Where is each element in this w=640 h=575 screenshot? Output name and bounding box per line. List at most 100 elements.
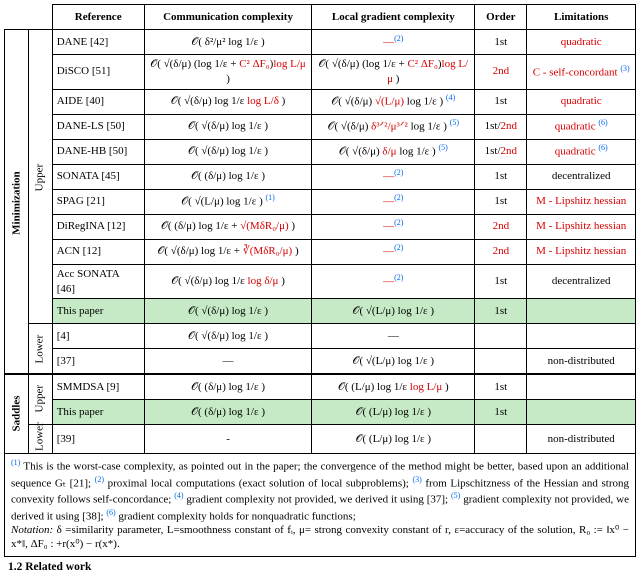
comm-cell: 𝒪( (δ/μ) log 1/ε ): [144, 164, 312, 189]
grad-cell: 𝒪( √(δ/μ) (log 1/ε + C² ΔF₀)log L/μ ): [312, 55, 475, 90]
order-cell: 1st: [475, 264, 527, 299]
table-row: SPAG [21] 𝒪( √(L/μ) log 1/ε ) (1) —(2) 1…: [5, 189, 636, 214]
ref-cell: SONATA [45]: [52, 164, 144, 189]
grad-cell: —(2): [312, 264, 475, 299]
table-row: This paper 𝒪( √(δ/μ) log 1/ε ) 𝒪( √(L/μ)…: [5, 299, 636, 324]
grad-cell: 𝒪( (L/μ) log 1/ε ): [312, 400, 475, 425]
ref-cell: DANE-HB [50]: [52, 139, 144, 164]
table-row: AIDE [40] 𝒪( √(δ/μ) log 1/ε log L/δ ) 𝒪(…: [5, 89, 636, 114]
lim-cell: M - Lipshitz hessian: [527, 214, 636, 239]
table-row: Saddles Upper SMMDSA [9] 𝒪( (δ/μ) log 1/…: [5, 374, 636, 400]
comm-cell: 𝒪( √(δ/μ) log 1/ε log L/δ ): [144, 89, 312, 114]
lim-cell: [527, 324, 636, 349]
ref-cell: SPAG [21]: [52, 189, 144, 214]
ref-cell: Acc SONATA [46]: [52, 264, 144, 299]
comm-cell: 𝒪( √(δ/μ) log 1/ε + ∛(MδR₀/μ) ): [144, 239, 312, 264]
table-row: Lower [4] 𝒪( √(δ/μ) log 1/ε ) —: [5, 324, 636, 349]
fn-sup: (5): [451, 491, 460, 500]
order-cell: 1st: [475, 299, 527, 324]
notation-text: δ =similarity parameter, L=smoothness co…: [11, 524, 629, 550]
comm-cell: 𝒪( δ²/μ² log 1/ε ): [144, 30, 312, 55]
ref-cell: AIDE [40]: [52, 89, 144, 114]
order-cell: 1st: [475, 30, 527, 55]
fn-sup: (4): [174, 491, 183, 500]
order-cell: 1st: [475, 89, 527, 114]
comm-cell: 𝒪( (δ/μ) log 1/ε ): [144, 374, 312, 400]
grad-cell: 𝒪( √(δ/μ) √(L/μ) log 1/ε ) (4): [312, 89, 475, 114]
fn-sup: (6): [106, 508, 115, 517]
grad-cell: —(2): [312, 189, 475, 214]
comm-cell: —: [144, 349, 312, 375]
table-row: ACN [12] 𝒪( √(δ/μ) log 1/ε + ∛(MδR₀/μ) )…: [5, 239, 636, 264]
order-cell: 1st/2nd: [475, 114, 527, 139]
ref-cell: DANE [42]: [52, 30, 144, 55]
table-row: Acc SONATA [46] 𝒪( √(δ/μ) log 1/ε log δ/…: [5, 264, 636, 299]
table-row: DiRegINA [12] 𝒪( (δ/μ) log 1/ε + √(MδR₀/…: [5, 214, 636, 239]
ref-cell: ACN [12]: [52, 239, 144, 264]
lim-cell: quadratic (6): [527, 114, 636, 139]
table-row: [37] — 𝒪( √(L/μ) log 1/ε ) non-distribut…: [5, 349, 636, 375]
order-cell: 2nd: [475, 214, 527, 239]
comm-cell: 𝒪( (δ/μ) log 1/ε + √(MδR₀/μ) ): [144, 214, 312, 239]
lim-cell: [527, 299, 636, 324]
col-lim: Limitations: [527, 5, 636, 30]
lim-cell: [527, 400, 636, 425]
section-title: 1.2 Related work: [8, 561, 632, 573]
notation-label: Notation:: [11, 524, 53, 536]
subgroup-upper: Upper: [28, 30, 52, 324]
order-cell: 1st: [475, 189, 527, 214]
table-row: SONATA [45] 𝒪( (δ/μ) log 1/ε ) —(2) 1st …: [5, 164, 636, 189]
lim-cell: decentralized: [527, 264, 636, 299]
order-cell: [475, 425, 527, 454]
col-grad: Local gradient complexity: [312, 5, 475, 30]
subgroup-upper: Upper: [28, 374, 52, 425]
table-row: DiSCO [51] 𝒪( √(δ/μ) (log 1/ε + C² ΔF₀)l…: [5, 55, 636, 90]
order-cell: 2nd: [475, 55, 527, 90]
subgroup-lower: Lower: [28, 425, 52, 454]
ref-cell: DiRegINA [12]: [52, 214, 144, 239]
fn-text: gradient complexity holds for nonquadrat…: [116, 510, 356, 522]
ref-cell: This paper: [52, 400, 144, 425]
grad-cell: 𝒪( √(δ/μ) δ³ᐟ²/μ³ᐟ² log 1/ε ) (5): [312, 114, 475, 139]
group-minimization: Minimization: [5, 30, 29, 375]
group-saddles: Saddles: [5, 374, 29, 454]
ref-cell: This paper: [52, 299, 144, 324]
table-row: DANE-HB [50] 𝒪( √(δ/μ) log 1/ε ) 𝒪( √(δ/…: [5, 139, 636, 164]
fn-sup: (1): [11, 458, 20, 467]
lim-cell: [527, 374, 636, 400]
ref-cell: [4]: [52, 324, 144, 349]
order-cell: 1st/2nd: [475, 139, 527, 164]
col-reference: Reference: [52, 5, 144, 30]
comm-cell: -: [144, 425, 312, 454]
order-cell: 1st: [475, 400, 527, 425]
lim-cell: non-distributed: [527, 349, 636, 375]
comm-cell: 𝒪( √(L/μ) log 1/ε ) (1): [144, 189, 312, 214]
lim-cell: quadratic: [527, 89, 636, 114]
fn-text: gradient complexity not provided, we der…: [184, 494, 451, 506]
lim-cell: non-distributed: [527, 425, 636, 454]
lim-cell: quadratic (6): [527, 139, 636, 164]
comm-cell: 𝒪( √(δ/μ) (log 1/ε + C² ΔF₀)log L/μ ): [144, 55, 312, 90]
ref-cell: [37]: [52, 349, 144, 375]
grad-cell: 𝒪( √(δ/μ) δ/μ log 1/ε ) (5): [312, 139, 475, 164]
lim-cell: decentralized: [527, 164, 636, 189]
subgroup-lower: Lower: [28, 324, 52, 375]
table-row: Lower [39] - 𝒪( (L/μ) log 1/ε ) non-dist…: [5, 425, 636, 454]
ref-cell: [39]: [52, 425, 144, 454]
grad-cell: —(2): [312, 164, 475, 189]
order-cell: [475, 324, 527, 349]
col-order: Order: [475, 5, 527, 30]
ref-cell: DANE-LS [50]: [52, 114, 144, 139]
lim-cell: C - self-concordant (3): [527, 55, 636, 90]
order-cell: 1st: [475, 374, 527, 400]
table-row: DANE-LS [50] 𝒪( √(δ/μ) log 1/ε ) 𝒪( √(δ/…: [5, 114, 636, 139]
grad-cell: 𝒪( (L/μ) log 1/ε ): [312, 425, 475, 454]
fn-sup: (3): [412, 475, 421, 484]
grad-cell: 𝒪( √(L/μ) log 1/ε ): [312, 349, 475, 375]
grad-cell: 𝒪( (L/μ) log 1/ε log L/μ ): [312, 374, 475, 400]
lim-cell: quadratic: [527, 30, 636, 55]
col-comm: Communication complexity: [144, 5, 312, 30]
order-cell: 2nd: [475, 239, 527, 264]
ref-cell: SMMDSA [9]: [52, 374, 144, 400]
grad-cell: 𝒪( √(L/μ) log 1/ε ): [312, 299, 475, 324]
